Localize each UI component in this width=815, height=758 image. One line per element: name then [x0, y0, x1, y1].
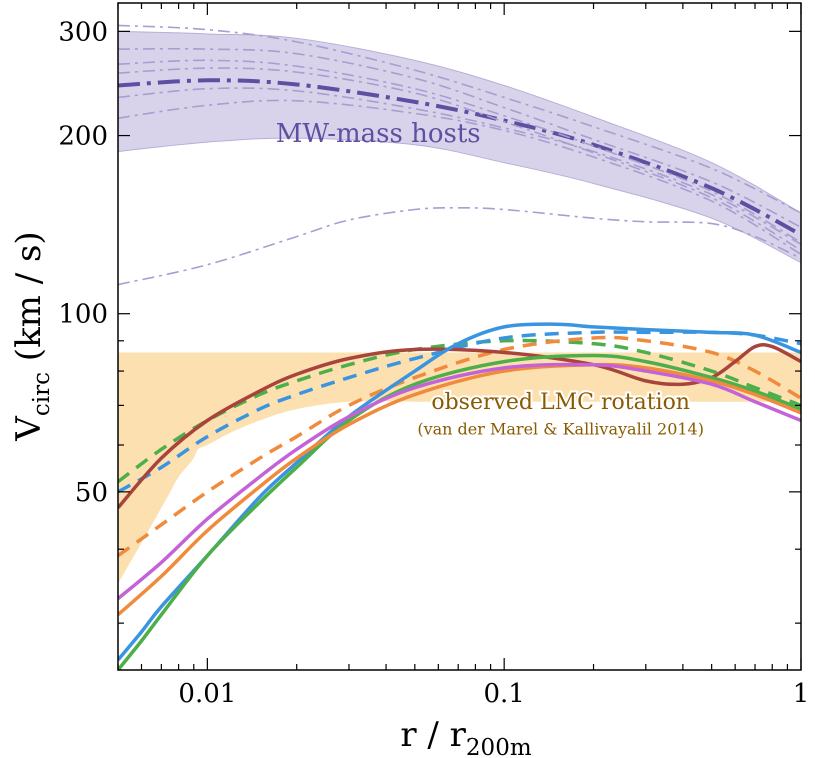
series-line-11 — [118, 335, 801, 558]
y-tick-label: 100 — [58, 300, 108, 330]
x-axis-label: r / r200m — [400, 715, 531, 758]
plot-area — [118, 24, 801, 670]
series-line-5 — [118, 67, 801, 251]
series-line-6 — [118, 87, 801, 246]
annotations: MW-mass hosts observed LMC rotation (van d… — [276, 119, 706, 440]
series-line-1 — [118, 78, 801, 237]
lmc-rotation-band — [118, 352, 801, 584]
annotation-3: (van der Marel & Kallivayalil 2014) — [417, 420, 704, 439]
mw-host-band — [118, 30, 801, 264]
axes-frame — [117, 2, 802, 671]
y-tick-label: 50 — [75, 478, 108, 508]
x-tick-label: 1 — [793, 679, 810, 709]
y-tick-label: 200 — [58, 122, 108, 152]
annotation-2: observed LMC rotation — [431, 390, 690, 415]
curve-series — [118, 24, 801, 670]
series-line-12 — [118, 342, 801, 509]
series-line-4 — [118, 59, 801, 244]
series-line-13 — [118, 322, 801, 662]
series-line-9 — [118, 338, 801, 484]
axis-ticks: 0.01 0.1 1 50 100 200 300 — [58, 3, 809, 709]
x-tick-label: 0.01 — [178, 679, 236, 709]
series-line-7 — [118, 99, 801, 255]
y-axis-label: Vcirc (km / s) — [9, 231, 55, 441]
x-tick-label: 0.1 — [483, 679, 524, 709]
series-line-15 — [118, 362, 801, 617]
shaded-bands — [118, 30, 801, 584]
series-line-3 — [118, 47, 801, 228]
y-tick-label: 300 — [58, 17, 108, 47]
series-line-16 — [118, 362, 801, 600]
series-line-8 — [118, 206, 801, 286]
series-line-2 — [118, 24, 801, 214]
annotation-1: MW-mass hosts — [276, 119, 481, 149]
